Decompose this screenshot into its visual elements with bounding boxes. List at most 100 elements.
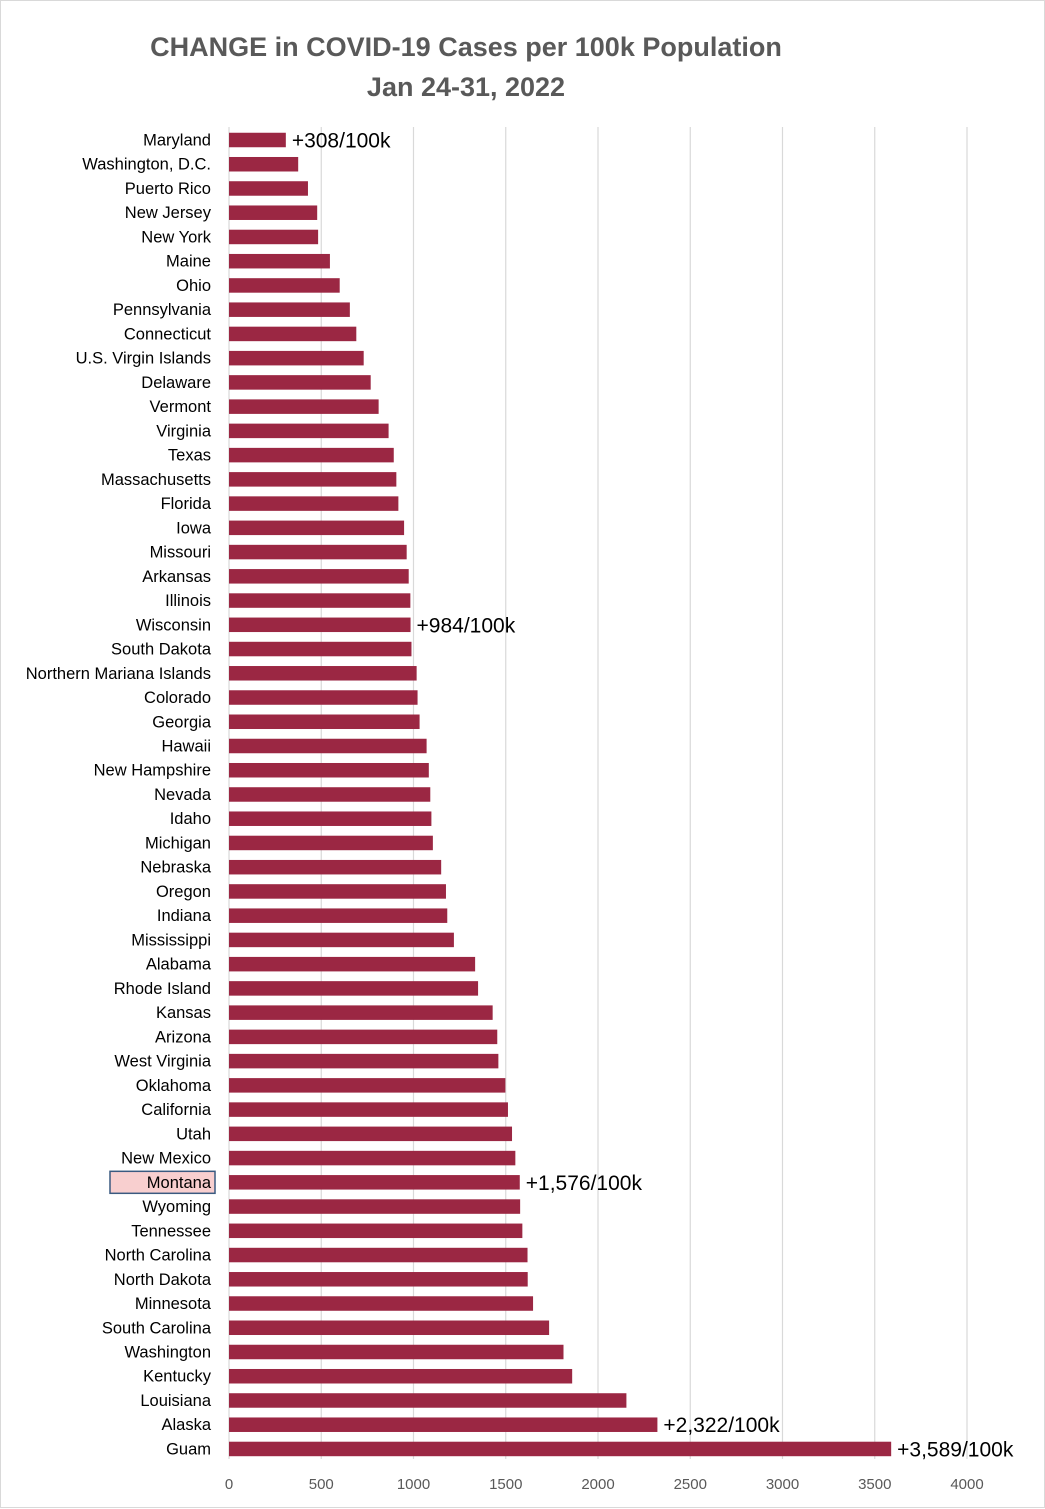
category-label: Pennsylvania: [113, 301, 212, 319]
category-label: Northern Mariana Islands: [26, 665, 211, 683]
category-label: Illinois: [165, 592, 211, 610]
bar: [229, 1029, 498, 1045]
category-labels: Maryland Washington, D.C. Puerto Rico New J…: [26, 132, 212, 1459]
bar: [229, 496, 399, 511]
category-label: Kentucky: [143, 1368, 212, 1386]
category-label: Utah: [176, 1125, 211, 1143]
x-tick-label: 0: [225, 1476, 233, 1493]
bar: [229, 1393, 627, 1408]
x-tick-label: 3500: [858, 1476, 891, 1493]
bar: [229, 835, 433, 851]
bar: [229, 229, 319, 245]
bar: [229, 1126, 513, 1142]
category-label: North Carolina: [105, 1247, 212, 1265]
category-label: Washington: [124, 1344, 211, 1362]
data-annotation: +1,576/100k: [526, 1172, 643, 1195]
bar: [229, 762, 429, 778]
category-label: Massachusetts: [101, 471, 211, 489]
category-label: Puerto Rico: [125, 180, 211, 198]
bar: [229, 1272, 528, 1287]
bar: [229, 156, 299, 172]
x-tick-label: 2500: [674, 1476, 707, 1493]
category-label: New York: [141, 228, 211, 246]
bar: [229, 956, 476, 972]
chart-subtitle: Jan 24-31, 2022: [367, 72, 565, 102]
category-label: Alaska: [161, 1416, 211, 1434]
bar: [229, 423, 389, 439]
category-label: Arizona: [155, 1028, 212, 1046]
bar: [229, 1102, 508, 1117]
x-tick-label: 1000: [397, 1476, 430, 1493]
bar: [229, 326, 357, 342]
bar: [229, 472, 397, 487]
bar: [229, 859, 442, 875]
category-label: Oregon: [156, 883, 211, 901]
category-label: Wyoming: [142, 1198, 211, 1216]
category-label: New Jersey: [125, 204, 212, 222]
data-annotations: +308/100k +984/100k +1,576/100k +2,322/100k…: [292, 130, 1014, 1462]
bar: [229, 981, 479, 996]
bar: [229, 350, 364, 366]
bar: [229, 520, 405, 536]
category-label: Kansas: [156, 1004, 211, 1022]
bar: [229, 738, 427, 754]
gridlines: [228, 127, 968, 1459]
category-label: New Hampshire: [94, 762, 211, 780]
category-label: Vermont: [150, 398, 212, 416]
category-label: Texas: [168, 447, 211, 465]
bar: [229, 690, 418, 705]
highlight-box: [109, 1170, 216, 1195]
bar: [229, 593, 411, 608]
category-label: New Mexico: [121, 1150, 211, 1168]
bar: [229, 278, 340, 293]
category-label: Nevada: [154, 786, 212, 804]
bar: [229, 1247, 528, 1263]
category-label: Arkansas: [142, 568, 211, 586]
bar: [229, 181, 308, 196]
category-label: Montana: [147, 1174, 212, 1192]
bar: [229, 641, 412, 657]
bar: [229, 253, 330, 269]
bar: [229, 1078, 506, 1093]
category-label: Florida: [161, 495, 212, 513]
category-label: Tennessee: [131, 1222, 211, 1240]
bars: [229, 132, 892, 1457]
bar: [229, 666, 417, 681]
bar: [229, 447, 394, 463]
category-label: Delaware: [141, 374, 211, 392]
category-label: Maryland: [143, 132, 211, 150]
category-label: Connecticut: [124, 325, 212, 343]
bar: [229, 544, 407, 560]
category-label: Michigan: [145, 834, 211, 852]
bar: [229, 932, 454, 948]
x-tick-label: 3000: [766, 1476, 799, 1493]
bar: [229, 884, 446, 899]
bar: [229, 1296, 534, 1311]
bar: [229, 1441, 892, 1457]
bar: [229, 375, 371, 390]
x-tick-label: 500: [309, 1476, 334, 1493]
chart-title: CHANGE in COVID-19 Cases per 100k Popula…: [150, 32, 782, 62]
category-label: Idaho: [170, 810, 211, 828]
category-label: Indiana: [157, 907, 212, 925]
bar: [229, 1199, 521, 1214]
category-label: North Dakota: [114, 1271, 212, 1289]
bar: [229, 1175, 520, 1190]
x-tick-labels: 0 500 1000 1500 2000 2500 3000 3500 4000: [225, 1476, 984, 1493]
category-label: Louisiana: [140, 1392, 211, 1410]
bar: [229, 569, 409, 584]
category-label: Wisconsin: [136, 616, 211, 634]
category-label: Georgia: [152, 713, 212, 731]
category-label: Washington, D.C.: [82, 156, 211, 174]
highlight-layer: [109, 1170, 216, 1195]
data-annotation: +3,589/100k: [897, 1438, 1014, 1461]
x-tick-label: 1500: [489, 1476, 522, 1493]
category-label: Missouri: [150, 544, 211, 562]
category-label: California: [141, 1101, 212, 1119]
bar: [229, 1150, 516, 1166]
category-label: Minnesota: [135, 1295, 212, 1313]
category-label: South Dakota: [111, 641, 212, 659]
bar: [229, 1368, 573, 1384]
